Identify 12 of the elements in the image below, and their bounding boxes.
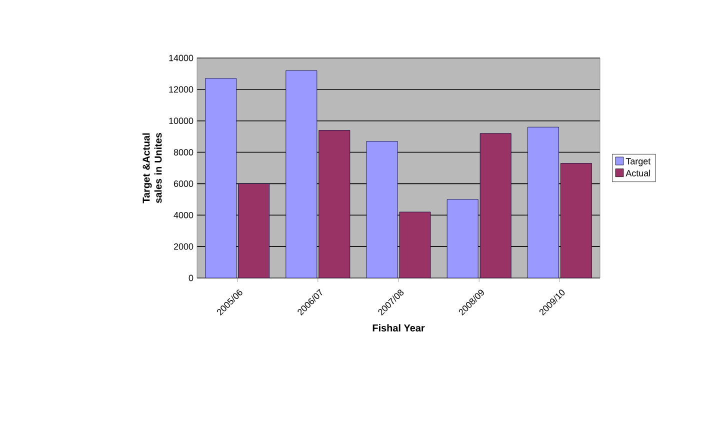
y-tick-label: 2000 [174, 243, 194, 250]
y-tick-label: 12000 [169, 86, 194, 93]
legend-label: Target [626, 158, 651, 166]
y-axis-title: Target &Actual sales in Unites [142, 132, 162, 204]
y-tick-label: 8000 [174, 149, 194, 156]
y-tick-label: 14000 [169, 54, 194, 62]
y-tick-label: 0 [188, 274, 194, 282]
y-tick-label: 6000 [174, 180, 194, 187]
legend-label: Actual [626, 170, 650, 176]
y-tick-label: 4000 [174, 212, 194, 218]
x-axis-title: Fishal Year [372, 324, 425, 332]
y-tick-label: 10000 [169, 118, 194, 124]
